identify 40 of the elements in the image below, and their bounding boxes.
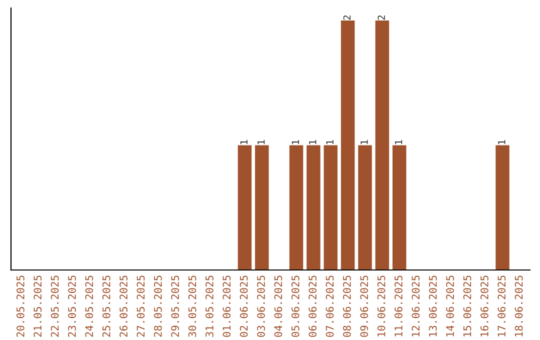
x-tick-label: 23.05.2025 <box>68 276 76 337</box>
x-tick-label: 02.06.2025 <box>240 276 248 337</box>
x-tick-label: 14.06.2025 <box>446 276 454 336</box>
data-label: 2 <box>378 15 385 20</box>
data-label: 1 <box>360 140 368 144</box>
x-tick-label: 17.06.2025 <box>498 276 506 336</box>
x-tick-label: 16.06.2025 <box>480 276 488 336</box>
x-tick-label: 31.05.2025 <box>206 276 214 337</box>
x-tick-label: 26.05.2025 <box>120 276 128 337</box>
x-tick-label: 09.06.2025 <box>360 276 368 337</box>
data-label: 2 <box>343 15 351 20</box>
x-tick-label: 24.05.2025 <box>85 276 94 337</box>
data-label: 1 <box>292 140 299 144</box>
x-tick-label: 07.06.2025 <box>326 276 334 337</box>
x-tick-label: 20.05.2025 <box>16 276 24 337</box>
x-tick-label: 30.05.2025 <box>188 276 196 337</box>
x-tick-label: 11.06.2025 <box>394 276 402 336</box>
data-label: 1 <box>395 140 402 144</box>
x-tick-label: 05.06.2025 <box>291 276 300 337</box>
x-tick-label: 12.06.2025 <box>412 276 420 336</box>
data-label: 1 <box>326 140 334 144</box>
x-tick-label: 10.06.2025 <box>377 276 386 336</box>
x-tick-label: 27.05.2025 <box>136 276 145 337</box>
x-tick-label: 06.06.2025 <box>308 276 317 337</box>
x-tick-label: 29.05.2025 <box>171 276 180 337</box>
x-tick-label: 21.05.2025 <box>34 276 42 337</box>
data-label: 1 <box>309 140 316 144</box>
x-tick-label: 13.06.2025 <box>428 276 437 336</box>
x-tick-label: 01.06.2025 <box>222 276 231 337</box>
x-tick-label: 04.06.2025 <box>274 276 282 337</box>
data-label: 1 <box>240 140 248 144</box>
x-tick-label: 15.06.2025 <box>463 276 472 336</box>
x-tick-label: 18.06.2025 <box>514 276 523 336</box>
data-label: 1 <box>258 140 265 144</box>
x-tick-label: 03.06.2025 <box>257 276 265 337</box>
x-tick-label: 08.06.2025 <box>343 276 351 337</box>
x-tick-label: 25.05.2025 <box>102 276 110 337</box>
data-label: 1 <box>498 140 506 144</box>
x-tick-label: 28.05.2025 <box>154 276 162 337</box>
x-tick-label: 22.05.2025 <box>50 276 59 337</box>
